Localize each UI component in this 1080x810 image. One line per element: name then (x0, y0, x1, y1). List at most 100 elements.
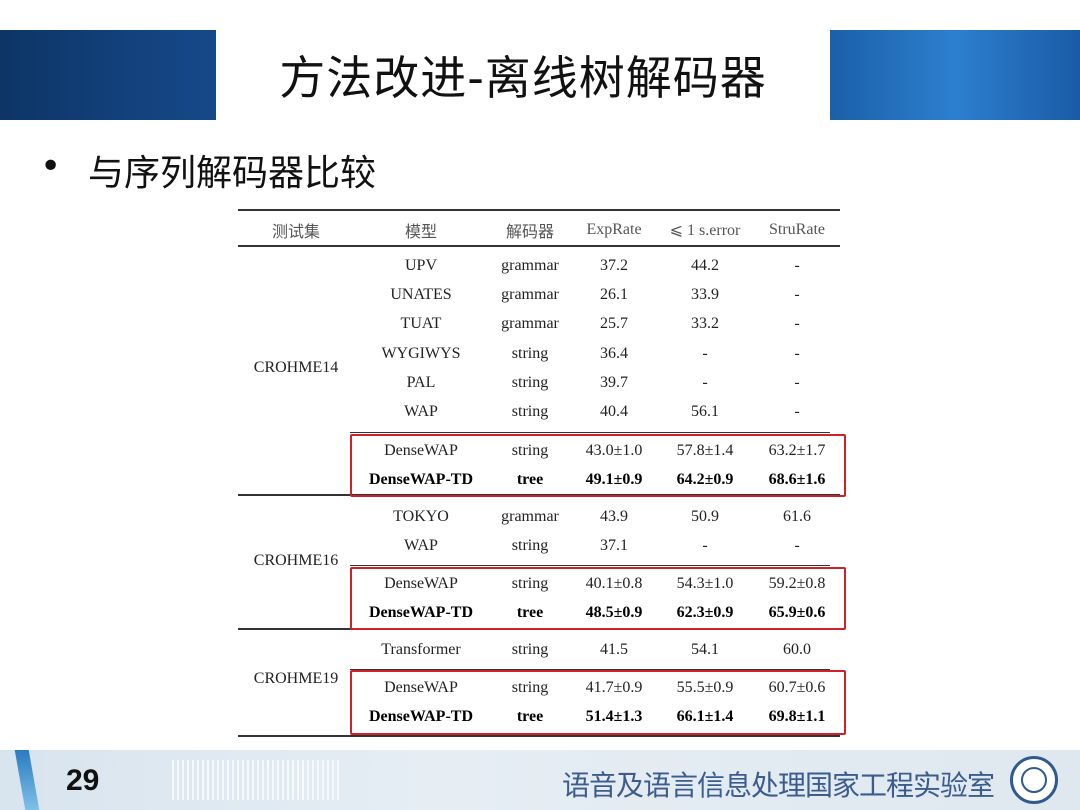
table-cell-model: DenseWAP-TD (369, 471, 473, 488)
table-cell-model: DenseWAP (384, 679, 458, 696)
table-cell-model: DenseWAP (384, 442, 458, 459)
table-cell-serror: 44.2 (691, 257, 719, 274)
table-cell-decoder: string (511, 345, 549, 362)
column-header: 模型 (404, 224, 438, 241)
table-cell-serror: 64.2±0.9 (676, 471, 734, 488)
column-header: ExpRate (586, 221, 642, 238)
table-cell-model: WAP (404, 403, 438, 420)
table-cell-serror: - (702, 537, 708, 554)
table-cell-exprate: 40.4 (600, 403, 628, 420)
table-cell-decoder: string (511, 641, 549, 658)
table-cell-decoder: tree (516, 708, 544, 725)
table-cell-serror: - (702, 374, 708, 391)
table-cell-strurate: 63.2±1.7 (768, 442, 826, 459)
table-cell-decoder: string (511, 374, 549, 391)
table-cell-serror: - (702, 345, 708, 362)
table-cell-exprate: 51.4±1.3 (585, 708, 643, 725)
table-cell-model: WYGIWYS (381, 345, 461, 362)
table-cell-exprate: 41.5 (600, 641, 628, 658)
table-cell-exprate: 25.7 (600, 315, 628, 332)
slide-title: 方法改进-离线树解码器 (279, 51, 767, 105)
table-cell-serror: 56.1 (691, 403, 719, 420)
header-bar-right (830, 30, 1080, 120)
column-header: StruRate (769, 221, 825, 238)
table-cell-model: WAP (404, 537, 438, 554)
table-cell-strurate: - (794, 286, 800, 303)
table-cell-strurate: 65.9±0.6 (768, 604, 826, 621)
table-cell-serror: 55.5±0.9 (676, 679, 734, 696)
table-cell-serror: 33.2 (691, 315, 719, 332)
table-cell-decoder: tree (516, 471, 544, 488)
table-cell-strurate: - (794, 257, 800, 274)
table-cell-decoder: grammar (501, 508, 559, 525)
dataset-label: CROHME16 (253, 552, 339, 569)
table-cell-exprate: 36.4 (600, 345, 628, 362)
table-cell-decoder: tree (516, 604, 544, 621)
table-cell-strurate: - (794, 345, 800, 362)
table-cell-model: DenseWAP-TD (369, 604, 473, 621)
table-cell-exprate: 26.1 (600, 286, 628, 303)
table-cell-decoder: string (511, 403, 549, 420)
table-cell-decoder: grammar (501, 257, 559, 274)
table-cell-strurate: 68.6±1.6 (768, 471, 826, 488)
column-header: ⩽ 1 s.error (669, 222, 741, 239)
header-rule (238, 245, 840, 247)
table-cell-exprate: 43.0±1.0 (585, 442, 643, 459)
table-cell-decoder: string (511, 575, 549, 592)
bullet-icon: • (40, 146, 62, 187)
highlight-box (350, 567, 846, 630)
group-inner-rule (350, 432, 830, 433)
table-cell-model: TOKYO (393, 508, 449, 525)
table-top-rule (238, 209, 840, 211)
table-cell-serror: 66.1±1.4 (676, 708, 734, 725)
table-cell-strurate: - (794, 374, 800, 391)
table-cell-model: DenseWAP-TD (369, 708, 473, 725)
table-cell-exprate: 37.1 (600, 537, 628, 554)
highlight-box (350, 670, 846, 735)
table-cell-serror: 54.3±1.0 (676, 575, 734, 592)
table-cell-exprate: 39.7 (600, 374, 628, 391)
table-cell-exprate: 41.7±0.9 (585, 679, 643, 696)
table-cell-strurate: 69.8±1.1 (768, 708, 826, 725)
table-cell-strurate: - (794, 315, 800, 332)
table-cell-model: TUAT (400, 315, 442, 332)
group-rule (238, 735, 840, 737)
table-cell-strurate: 61.6 (783, 508, 811, 525)
table-cell-decoder: string (511, 679, 549, 696)
table-cell-exprate: 40.1±0.8 (585, 575, 643, 592)
table-cell-decoder: string (511, 537, 549, 554)
table-cell-exprate: 48.5±0.9 (585, 604, 643, 621)
table-cell-decoder: grammar (501, 315, 559, 332)
table-cell-exprate: 43.9 (600, 508, 628, 525)
column-header: 解码器 (505, 224, 555, 241)
table-cell-serror: 57.8±1.4 (676, 442, 734, 459)
header-bar-left (0, 30, 216, 120)
table-cell-decoder: string (511, 442, 549, 459)
group-rule (238, 494, 840, 496)
highlight-box (350, 434, 846, 497)
group-inner-rule (350, 669, 830, 670)
table-cell-serror: 62.3±0.9 (676, 604, 734, 621)
table-cell-model: DenseWAP (384, 575, 458, 592)
dataset-label: CROHME19 (253, 670, 339, 687)
lab-logo (1010, 756, 1058, 804)
lab-name: 语音及语言信息处理国家工程实验室 (562, 769, 995, 802)
table-cell-decoder: grammar (501, 286, 559, 303)
table-cell-strurate: - (794, 403, 800, 420)
table-cell-model: UPV (404, 257, 438, 274)
dataset-label: CROHME14 (253, 359, 339, 376)
table-cell-model: Transformer (381, 641, 461, 658)
table-cell-serror: 33.9 (691, 286, 719, 303)
table-cell-model: PAL (406, 374, 436, 391)
table-cell-strurate: 60.0 (783, 641, 811, 658)
table-cell-strurate: 59.2±0.8 (768, 575, 826, 592)
group-inner-rule (350, 565, 830, 566)
page-number: 29 (66, 764, 100, 797)
table-cell-serror: 50.9 (691, 508, 719, 525)
table-cell-model: UNATES (390, 286, 452, 303)
table-cell-strurate: - (794, 537, 800, 554)
table-cell-exprate: 37.2 (600, 257, 628, 274)
column-header: 测试集 (271, 224, 321, 241)
table-cell-serror: 54.1 (691, 641, 719, 658)
soundwave-decoration (172, 760, 342, 800)
